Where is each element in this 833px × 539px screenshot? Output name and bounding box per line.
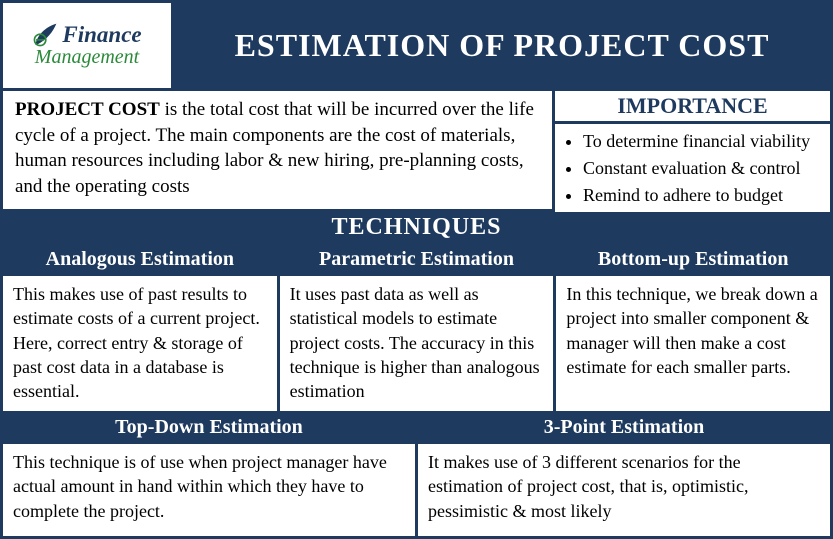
importance-box: IMPORTANCE To determine financial viabil… bbox=[555, 91, 830, 209]
list-item: Constant evaluation & control bbox=[583, 155, 822, 182]
logo-finance-text: Finance bbox=[62, 22, 141, 48]
main-title: ESTIMATION OF PROJECT COST bbox=[174, 3, 830, 88]
techniques-row-bottom: Top-Down Estimation This technique is of… bbox=[3, 414, 830, 536]
technique-body: It uses past data as well as statistical… bbox=[280, 276, 554, 411]
technique-parametric: Parametric Estimation It uses past data … bbox=[280, 246, 554, 411]
techniques-row-top: Analogous Estimation This makes use of p… bbox=[3, 246, 830, 411]
technique-title: Top-Down Estimation bbox=[63, 414, 355, 441]
definition-box: PROJECT COST is the total cost that will… bbox=[3, 91, 552, 209]
infographic-container: Finance Management ESTIMATION OF PROJECT… bbox=[3, 3, 830, 536]
definition-importance-row: PROJECT COST is the total cost that will… bbox=[3, 91, 830, 209]
technique-body: In this technique, we break down a proje… bbox=[556, 276, 830, 411]
technique-title: Parametric Estimation bbox=[280, 246, 554, 273]
technique-3-point: 3-Point Estimation It makes use of 3 dif… bbox=[418, 414, 830, 536]
logo-box: Finance Management bbox=[3, 3, 171, 88]
logo-management-text: Management bbox=[35, 46, 139, 69]
technique-title: Bottom-up Estimation bbox=[556, 246, 830, 273]
list-item: To determine financial viability bbox=[583, 128, 822, 155]
technique-body: It makes use of 3 different scenarios fo… bbox=[418, 444, 830, 536]
technique-title: 3-Point Estimation bbox=[478, 414, 770, 441]
importance-list: To determine financial viability Constan… bbox=[555, 124, 830, 213]
logo-top-line: Finance bbox=[32, 22, 141, 48]
technique-body: This technique is of use when project ma… bbox=[3, 444, 415, 536]
importance-header: IMPORTANCE bbox=[555, 91, 830, 121]
technique-top-down: Top-Down Estimation This technique is of… bbox=[3, 414, 415, 536]
technique-title: Analogous Estimation bbox=[3, 246, 277, 273]
technique-analogous: Analogous Estimation This makes use of p… bbox=[3, 246, 277, 411]
technique-bottom-up: Bottom-up Estimation In this technique, … bbox=[556, 246, 830, 411]
header-row: Finance Management ESTIMATION OF PROJECT… bbox=[3, 3, 830, 88]
technique-body: This makes use of past results to estima… bbox=[3, 276, 277, 411]
feather-e-icon bbox=[32, 22, 58, 48]
definition-lead: PROJECT COST bbox=[15, 99, 160, 120]
techniques-header: TECHNIQUES bbox=[3, 212, 830, 243]
list-item: Remind to adhere to budget bbox=[583, 182, 822, 209]
